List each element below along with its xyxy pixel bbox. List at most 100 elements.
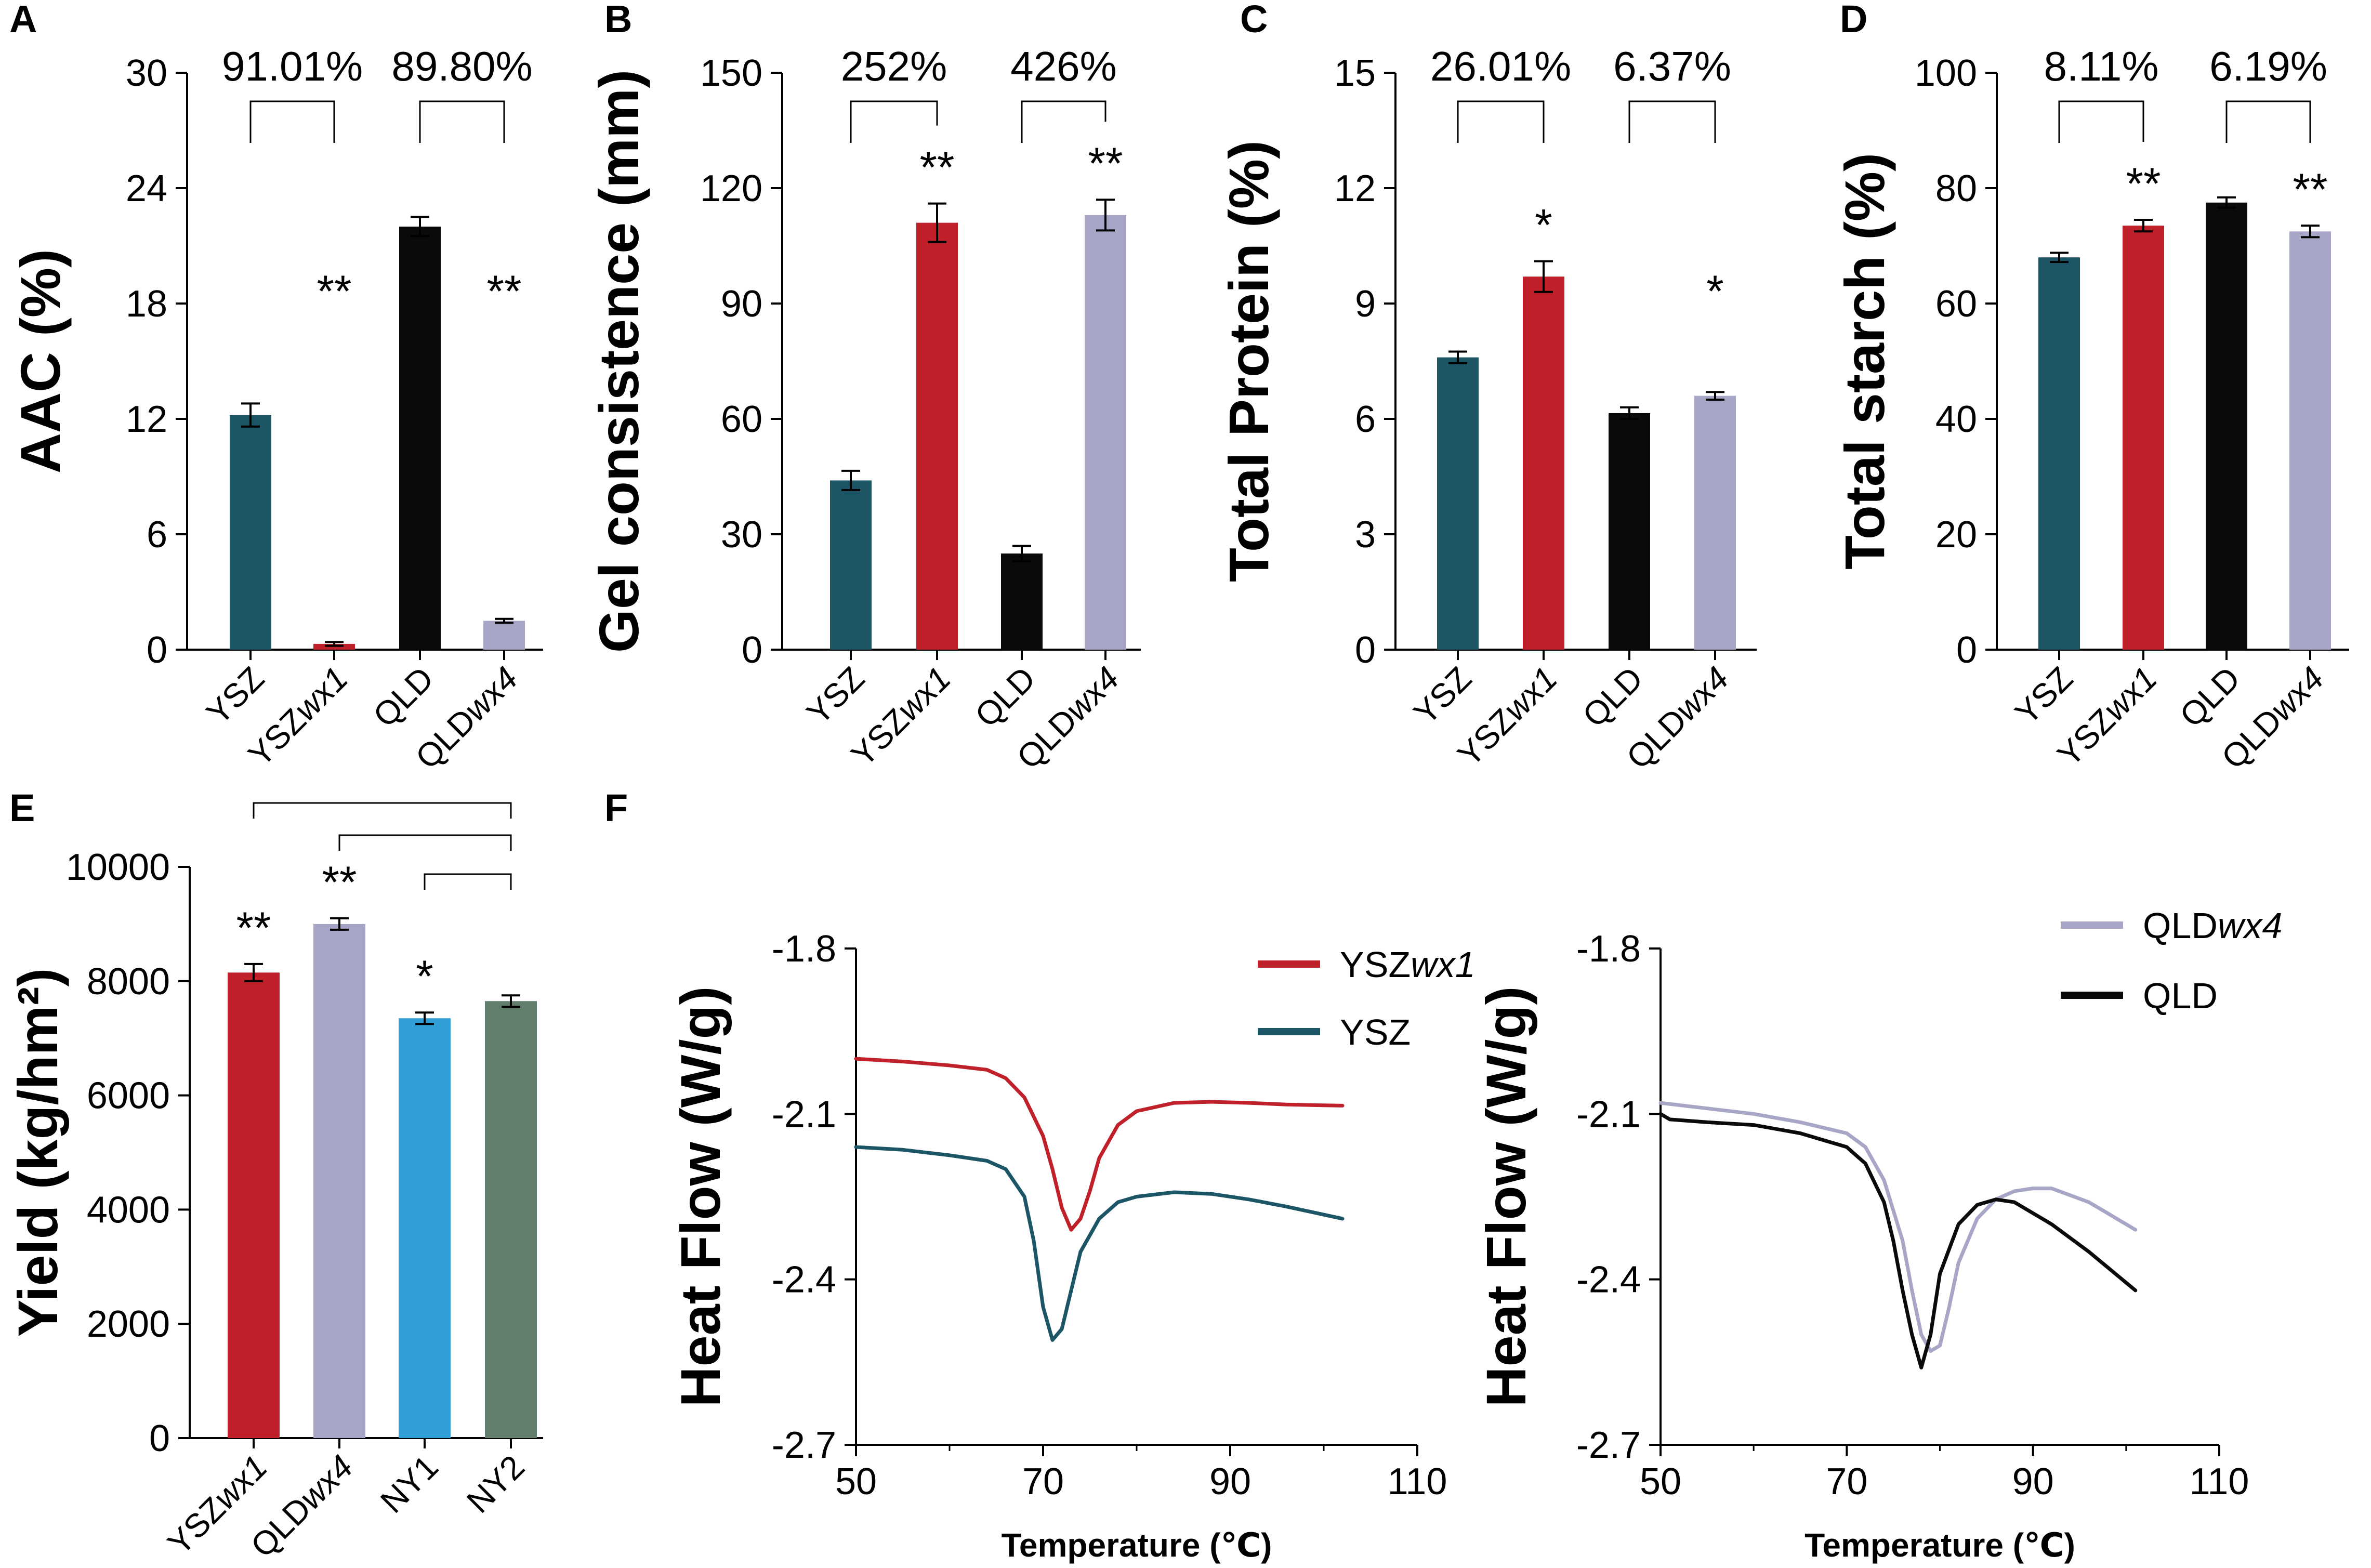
bar bbox=[1609, 413, 1650, 650]
significance-label: * bbox=[416, 952, 433, 1002]
y-tick-label: 120 bbox=[700, 168, 762, 209]
significance-label: * bbox=[1706, 267, 1723, 317]
bar bbox=[1085, 215, 1126, 650]
series-line bbox=[854, 1145, 1345, 1342]
y-tick-label: 12 bbox=[1334, 168, 1376, 209]
y-axis-label: Heat Flow (W/g) bbox=[669, 986, 732, 1407]
percent-change-label: 26.01% bbox=[1430, 43, 1571, 89]
legend-label: QLDwx4 bbox=[2143, 905, 2282, 946]
panel-letter: A bbox=[9, 0, 37, 41]
y-tick-label: 30 bbox=[126, 52, 167, 94]
comparison-bracket bbox=[2225, 100, 2311, 143]
x-tick-label: YSZ bbox=[799, 660, 872, 732]
y-tick-label: 6000 bbox=[87, 1075, 170, 1117]
significance-label: ** bbox=[322, 858, 357, 907]
y-axis-label: Total Protein (%) bbox=[1217, 140, 1280, 582]
comparison-bracket bbox=[1457, 100, 1545, 143]
y-tick-label: -2.1 bbox=[1576, 1093, 1641, 1135]
y-axis-label: Total starch (%) bbox=[1833, 153, 1896, 570]
bar bbox=[830, 480, 872, 650]
comparison-bracket bbox=[338, 834, 512, 851]
percent-change-label: 426% bbox=[1010, 43, 1117, 89]
significance-label: ** bbox=[317, 267, 352, 317]
y-tick-label: 100 bbox=[1915, 52, 1977, 94]
comparison-bracket bbox=[1628, 100, 1716, 143]
comparison-bracket bbox=[424, 873, 512, 890]
percent-change-label: 252% bbox=[841, 43, 947, 89]
comparison-bracket bbox=[1021, 100, 1107, 143]
y-tick-label: 8000 bbox=[87, 961, 170, 1003]
comparison-bracket bbox=[850, 100, 938, 143]
legend-label: YSZwx1 bbox=[1340, 944, 1476, 985]
y-tick-label: -2.4 bbox=[1576, 1259, 1641, 1301]
bar bbox=[399, 227, 441, 650]
bar bbox=[2206, 202, 2247, 650]
bar bbox=[485, 1001, 537, 1438]
significance-label: ** bbox=[236, 903, 271, 953]
comparison-bracket bbox=[253, 802, 512, 819]
panel-letter: B bbox=[604, 0, 632, 41]
x-tick-label: 70 bbox=[1826, 1461, 1867, 1503]
y-tick-label: 9 bbox=[1355, 283, 1376, 325]
y-tick-label: 12 bbox=[126, 399, 167, 440]
dsc-subplot: -2.7 -2.4 -2.1 -1.8 50 70 90 110 Temperature (℃)… bbox=[669, 928, 1476, 1564]
series-line bbox=[1658, 1101, 2138, 1353]
significance-label: ** bbox=[920, 143, 955, 193]
x-tick-label: 90 bbox=[1209, 1461, 1251, 1503]
comparison-bracket bbox=[419, 100, 505, 143]
bar bbox=[230, 415, 271, 650]
x-tick-label: QLD bbox=[2172, 660, 2247, 734]
x-tick-label: NY1 bbox=[373, 1448, 445, 1520]
y-tick-label: 30 bbox=[721, 514, 762, 556]
panel-f: F -2.7 -2.4 -2.1 -1.8 50 70 90 110 Temperature (℃… bbox=[604, 786, 2282, 1564]
significance-label: ** bbox=[2126, 159, 2161, 209]
bar bbox=[1523, 276, 1564, 650]
legend-label: YSZ bbox=[1340, 1012, 1411, 1052]
y-axis-label: Yield (kg/hm²) bbox=[6, 968, 69, 1337]
y-tick-label: -1.8 bbox=[1576, 928, 1641, 970]
significance-label: ** bbox=[2293, 165, 2328, 215]
x-axis-label: Temperature (℃) bbox=[1804, 1526, 2075, 1564]
y-tick-label: 6 bbox=[147, 514, 167, 556]
x-tick-label: QLD bbox=[366, 660, 441, 734]
y-tick-label: -2.7 bbox=[772, 1425, 836, 1466]
x-tick-label: 70 bbox=[1022, 1461, 1064, 1503]
comparison-bracket bbox=[2058, 100, 2144, 143]
x-tick-label: QLD bbox=[1575, 660, 1650, 734]
y-tick-label: 0 bbox=[149, 1418, 170, 1459]
panel-letter: F bbox=[604, 786, 628, 829]
y-tick-label: -2.1 bbox=[772, 1093, 836, 1135]
percent-change-label: 8.11% bbox=[2044, 43, 2159, 89]
x-tick-label: YSZ bbox=[2008, 660, 2080, 732]
y-tick-label: 15 bbox=[1334, 52, 1376, 94]
y-tick-label: 0 bbox=[1355, 629, 1376, 671]
y-tick-label: -2.7 bbox=[1576, 1425, 1641, 1466]
bar bbox=[483, 621, 525, 650]
y-tick-label: 0 bbox=[147, 629, 167, 671]
y-tick-label: -2.4 bbox=[772, 1259, 836, 1301]
bar bbox=[2038, 257, 2080, 650]
bar bbox=[1694, 396, 1736, 650]
legend-label: QLD bbox=[2143, 976, 2218, 1016]
y-tick-label: 40 bbox=[1935, 399, 1977, 440]
x-axis-label: Temperature (℃) bbox=[1002, 1526, 1272, 1564]
x-tick-label: 50 bbox=[835, 1461, 877, 1503]
x-tick-label: YSZ bbox=[199, 660, 271, 732]
x-tick-label: 50 bbox=[1640, 1461, 1681, 1503]
x-tick-label: 90 bbox=[2012, 1461, 2054, 1503]
bar bbox=[228, 972, 280, 1438]
y-tick-label: 2000 bbox=[87, 1303, 170, 1345]
significance-label: ** bbox=[487, 267, 522, 317]
bar bbox=[2123, 226, 2164, 650]
y-tick-label: 3 bbox=[1355, 514, 1376, 556]
y-tick-label: 6 bbox=[1355, 399, 1376, 440]
bar bbox=[1001, 554, 1043, 650]
bar bbox=[313, 924, 365, 1438]
y-tick-label: 4000 bbox=[87, 1189, 170, 1231]
y-axis-label: Heat Flow (W/g) bbox=[1474, 986, 1537, 1407]
bar bbox=[2289, 231, 2331, 650]
